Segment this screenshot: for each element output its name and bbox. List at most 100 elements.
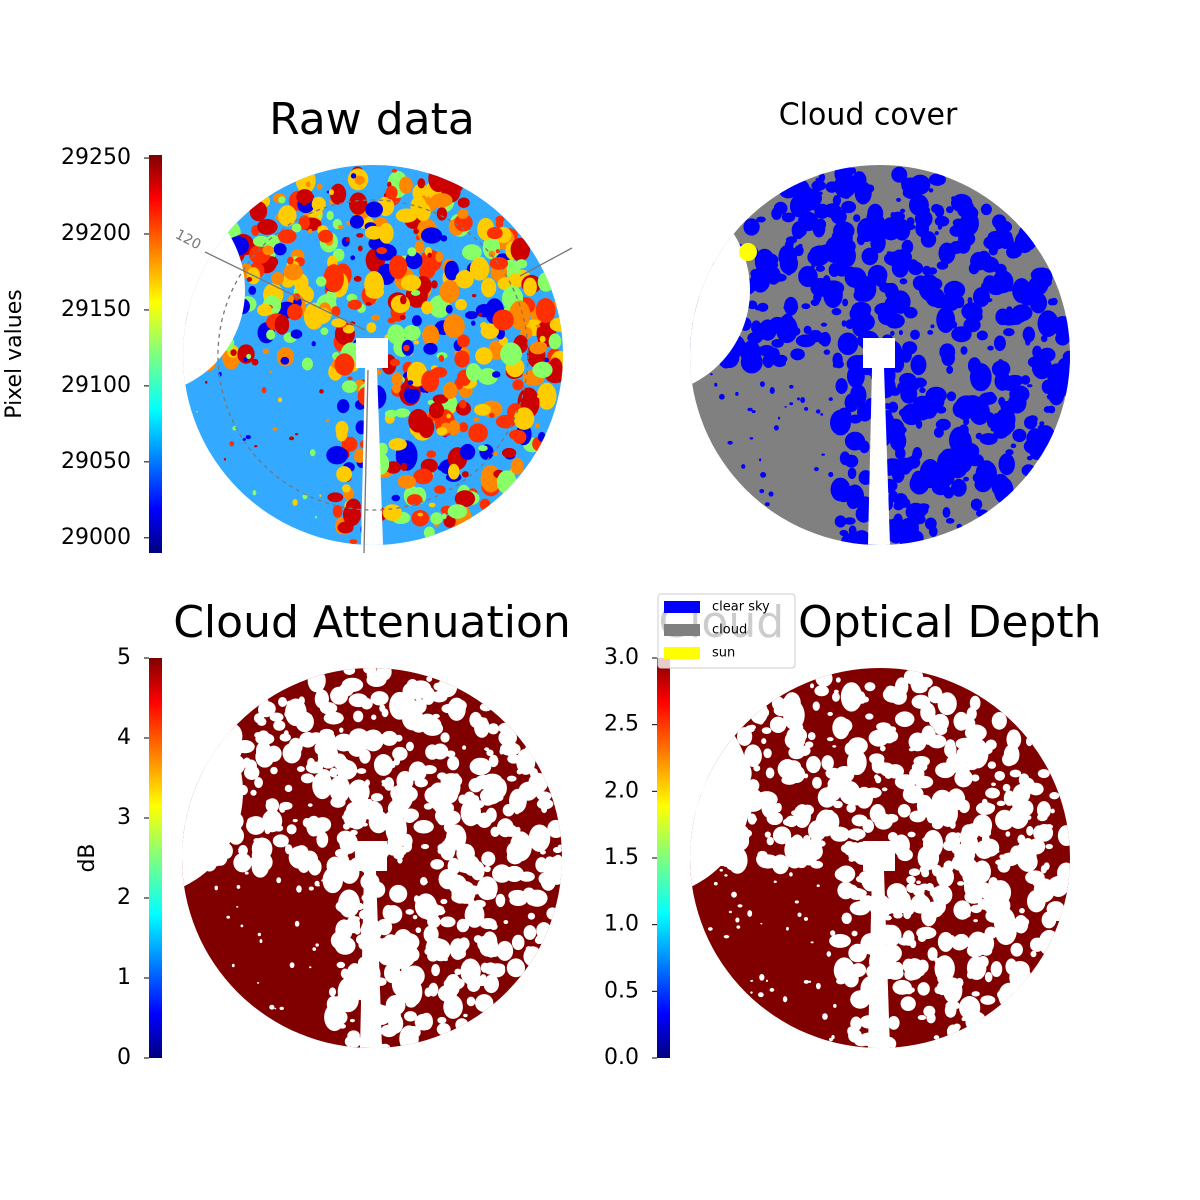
sky-blob bbox=[279, 801, 293, 810]
sky-blob bbox=[441, 703, 456, 714]
sky-blob bbox=[833, 221, 855, 241]
sky-blob bbox=[244, 765, 260, 780]
sky-blob bbox=[256, 303, 273, 317]
sky-blob bbox=[825, 249, 845, 263]
colorbar-tick-label: 0.0 bbox=[604, 1045, 639, 1070]
sky-blob bbox=[465, 363, 482, 382]
sky-blob bbox=[835, 677, 841, 683]
sky-blob bbox=[296, 189, 314, 205]
sky-blob bbox=[319, 728, 335, 739]
sky-blob bbox=[844, 431, 866, 451]
sky-blob bbox=[495, 893, 506, 908]
sky-blob bbox=[826, 737, 834, 742]
sky-blob bbox=[1006, 306, 1013, 314]
sky-blob bbox=[414, 240, 425, 254]
sky-blob bbox=[336, 426, 348, 442]
sky-blob bbox=[820, 322, 828, 327]
sky-blob bbox=[516, 769, 523, 775]
sky-blob bbox=[443, 314, 465, 339]
sky-blob bbox=[854, 834, 860, 841]
sky-blob bbox=[960, 346, 968, 355]
sky-blob bbox=[1047, 298, 1055, 306]
sky-blob bbox=[381, 730, 398, 746]
sky-blob bbox=[555, 858, 562, 866]
sky-blob bbox=[916, 892, 926, 902]
sky-blob bbox=[908, 747, 915, 752]
sky-blob bbox=[889, 726, 897, 732]
sky-blob bbox=[968, 262, 980, 275]
sky-blob bbox=[454, 377, 464, 390]
colorbar-tick-label: 1.0 bbox=[604, 912, 639, 937]
sky-blob bbox=[347, 376, 353, 381]
sky-blob bbox=[995, 220, 1013, 234]
sky-blob bbox=[353, 972, 358, 977]
sky-blob bbox=[1012, 784, 1031, 804]
sky-blob bbox=[909, 810, 926, 823]
sky-blob bbox=[284, 784, 293, 793]
sky-blob bbox=[230, 349, 237, 356]
sky-blob bbox=[528, 824, 551, 852]
sky-blob bbox=[283, 263, 303, 281]
sky-blob bbox=[1033, 825, 1045, 841]
sky-blob bbox=[272, 754, 279, 760]
sky-blob bbox=[874, 813, 893, 830]
sky-blob bbox=[855, 889, 867, 897]
sky-blob bbox=[420, 227, 443, 244]
sky-blob bbox=[350, 255, 356, 261]
sky-blob bbox=[411, 509, 430, 527]
azimuth-label: 120 bbox=[172, 227, 203, 254]
sky-blob bbox=[326, 210, 334, 221]
sky-blob bbox=[427, 252, 433, 258]
colorbar-tick-label: 3 bbox=[117, 805, 131, 830]
sky-blob bbox=[1040, 334, 1048, 343]
sky-blob bbox=[426, 676, 433, 682]
sky-blob bbox=[857, 903, 863, 911]
sky-blob bbox=[783, 303, 799, 313]
sky-blob bbox=[945, 1000, 960, 1011]
sky-blob bbox=[389, 884, 408, 903]
sky-blob bbox=[1005, 831, 1011, 837]
sky-blob bbox=[980, 203, 992, 216]
sky-blob bbox=[899, 278, 908, 285]
sky-blob bbox=[256, 982, 260, 984]
sky-blob bbox=[933, 1035, 940, 1040]
sky-blob bbox=[735, 917, 740, 923]
sky-blob bbox=[1049, 792, 1060, 800]
sky-blob bbox=[475, 347, 493, 365]
sky-blob bbox=[1019, 852, 1032, 866]
sky-blob bbox=[881, 787, 888, 792]
sky-blob bbox=[295, 711, 314, 733]
sky-blob bbox=[837, 238, 856, 254]
sky-blob bbox=[828, 263, 840, 278]
sky-blob bbox=[301, 850, 319, 869]
sky-blob bbox=[761, 797, 778, 819]
sky-blob bbox=[749, 700, 768, 724]
sky-blob bbox=[340, 968, 350, 979]
sky-blob bbox=[911, 470, 926, 487]
sky-blob bbox=[925, 389, 941, 405]
sky-blob bbox=[371, 714, 377, 720]
sky-blob bbox=[506, 775, 517, 782]
sky-blob bbox=[883, 413, 894, 426]
sky-blob bbox=[1005, 374, 1024, 387]
sky-blob bbox=[1005, 958, 1018, 975]
sky-blob bbox=[786, 926, 789, 931]
sky-blob bbox=[406, 494, 423, 506]
sky-blob bbox=[349, 215, 364, 229]
sky-blob bbox=[815, 218, 827, 231]
sky-blob bbox=[808, 980, 812, 983]
sky-blob bbox=[509, 831, 532, 862]
sky-blob bbox=[408, 772, 420, 781]
sky-blob bbox=[376, 668, 392, 681]
colorbar-tick-label: 29100 bbox=[61, 373, 131, 398]
sky-blob bbox=[269, 712, 284, 722]
sky-blob bbox=[881, 768, 890, 776]
sky-blob bbox=[801, 303, 811, 310]
sky-blob bbox=[908, 194, 929, 216]
sky-blob bbox=[204, 380, 208, 384]
sky-blob bbox=[424, 786, 442, 804]
sky-blob bbox=[747, 910, 753, 917]
colorbar-tick-label: 29150 bbox=[61, 297, 131, 322]
sky-blob bbox=[289, 962, 295, 969]
sky-blob bbox=[479, 918, 497, 930]
